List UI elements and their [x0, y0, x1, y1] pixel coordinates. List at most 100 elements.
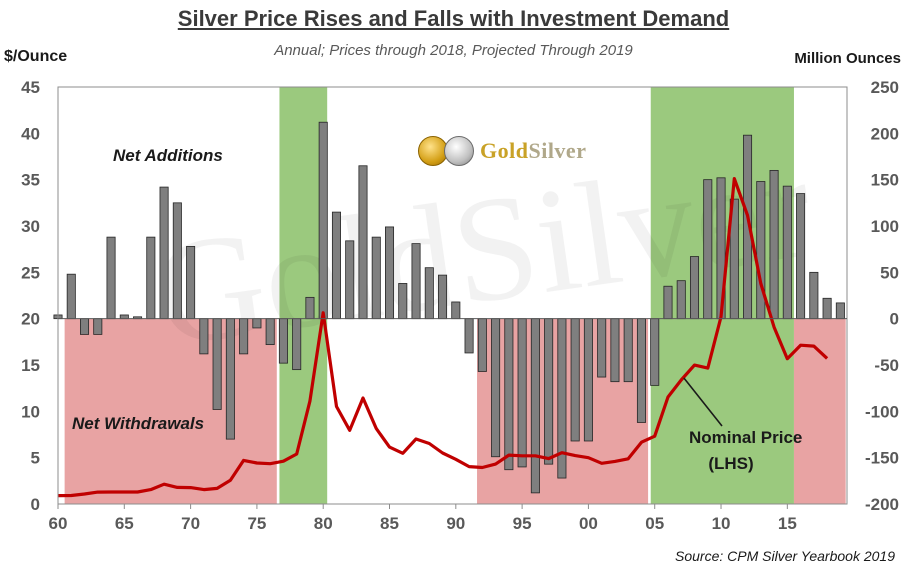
bar-1988 [424, 267, 434, 320]
plot-frame [57, 86, 848, 505]
bar-2018 [822, 297, 832, 320]
bar-1968 [159, 186, 169, 320]
annotation-pointer-line [683, 377, 723, 427]
annotation-lhs: (LHS) [708, 454, 753, 473]
logo-text-gold: Gold [480, 138, 529, 163]
annotation-net-withdrawals: Net Withdrawals [72, 414, 204, 433]
bar-1965 [119, 314, 129, 320]
right-tick-label: -50 [874, 356, 899, 375]
bar-1963 [93, 318, 103, 335]
bar-1962 [80, 318, 90, 335]
bar-2019 [835, 302, 845, 320]
bar-2008 [689, 256, 700, 320]
source-note: Source: CPM Silver Yearbook 2019 [675, 548, 895, 564]
bar-1974 [239, 318, 249, 355]
x-tick-label: 85 [380, 514, 399, 533]
annotation-nominal-price: Nominal Price [689, 428, 802, 447]
chart-title: Silver Price Rises and Falls with Invest… [177, 6, 730, 31]
right-tick-label: -150 [865, 449, 899, 468]
bar-1993 [491, 318, 501, 458]
bar-1975 [252, 318, 262, 329]
bar-1983 [358, 165, 368, 320]
right-tick-label: 200 [871, 124, 899, 143]
right-tick-label: 100 [871, 217, 899, 236]
bar-1987 [411, 243, 421, 320]
chart-subtitle: Annual; Prices through 2018, Projected T… [274, 42, 633, 59]
bar-1986 [398, 283, 408, 320]
bar-2005 [650, 318, 660, 386]
right-tick-label: -200 [865, 495, 899, 514]
bar-2007 [676, 280, 686, 320]
bar-2016 [796, 193, 806, 320]
left-tick-label: 45 [21, 78, 40, 97]
left-tick-label: 40 [21, 124, 40, 143]
left-axis-label: $/Ounce [4, 48, 68, 65]
bar-2000 [583, 318, 593, 442]
silver-coin-icon [444, 136, 474, 166]
bar-2004 [636, 318, 646, 423]
bar-1973 [225, 318, 235, 440]
bar-2009 [703, 179, 713, 320]
bar-1985 [385, 226, 395, 320]
annotation-net-additions: Net Additions [113, 146, 223, 165]
right-axis-label: Million Ounces [794, 50, 901, 67]
logo-text-silver: Silver [528, 138, 587, 163]
right-tick-label: 150 [871, 171, 899, 190]
right-tick-label: -100 [865, 402, 899, 421]
bar-1971 [199, 318, 209, 355]
x-tick-label: 95 [513, 514, 532, 533]
bar-1999 [570, 318, 580, 442]
goldsilver-logo: GoldSilver [418, 136, 586, 166]
bar-1980 [318, 121, 328, 320]
x-tick-label: 05 [645, 514, 664, 533]
bar-1970 [186, 245, 196, 320]
bar-1967 [146, 236, 156, 320]
price-line [57, 177, 829, 498]
bar-2014 [769, 169, 779, 320]
bar-1978 [292, 318, 302, 371]
bar-1982 [345, 240, 355, 320]
bar-1990 [451, 301, 461, 320]
right-tick-label: 250 [871, 78, 899, 97]
bar-1992 [477, 318, 487, 372]
x-tick-label: 90 [446, 514, 465, 533]
right-tick-label: 0 [890, 310, 899, 329]
x-tick-label: 00 [579, 514, 598, 533]
left-tick-label: 10 [21, 402, 40, 421]
left-tick-label: 25 [21, 263, 40, 282]
left-tick-label: 20 [21, 310, 40, 329]
left-tick-label: 5 [31, 449, 40, 468]
right-tick-label: 50 [880, 263, 899, 282]
bar-2017 [809, 271, 819, 320]
bar-1976 [265, 318, 275, 346]
bar-1977 [278, 318, 288, 364]
bar-1995 [517, 318, 527, 468]
left-tick-label: 35 [21, 171, 40, 190]
left-tick-label: 0 [31, 495, 40, 514]
bar-1994 [504, 318, 514, 471]
left-tick-label: 15 [21, 356, 40, 375]
x-tick-label: 10 [712, 514, 731, 533]
x-tick-label: 80 [314, 514, 333, 533]
x-tick-label: 15 [778, 514, 797, 533]
x-tick-label: 70 [181, 514, 200, 533]
bar-1972 [212, 318, 222, 410]
logo-text: GoldSilver [480, 138, 586, 164]
x-tick-label: 60 [49, 514, 68, 533]
bar-1981 [331, 211, 341, 320]
bar-2003 [623, 318, 633, 383]
bar-1989 [438, 274, 448, 320]
bar-2001 [597, 318, 607, 378]
bar-1997 [544, 318, 554, 465]
bar-2002 [610, 318, 620, 383]
x-tick-label: 65 [115, 514, 134, 533]
bar-1984 [371, 236, 381, 320]
bar-1969 [172, 202, 182, 320]
bar-1979 [305, 296, 315, 320]
bar-1961 [66, 273, 76, 320]
bar-1991 [464, 318, 474, 354]
bar-1964 [106, 236, 116, 320]
x-tick-label: 75 [247, 514, 266, 533]
bar-2006 [663, 285, 673, 320]
